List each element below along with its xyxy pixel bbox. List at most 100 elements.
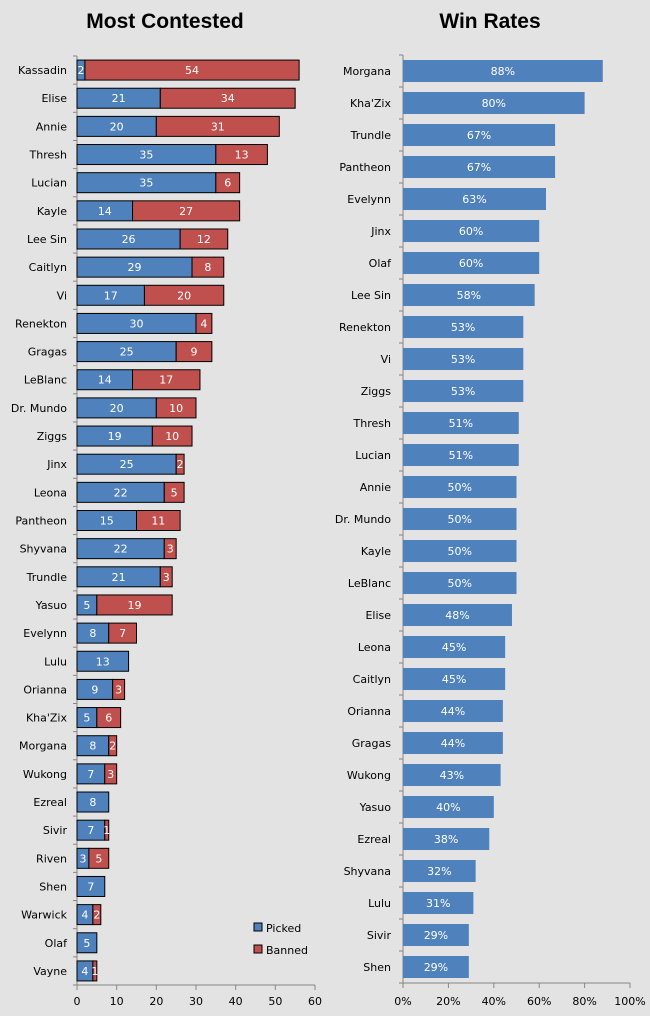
data-label: 2 xyxy=(77,64,84,77)
legend-swatch-banned xyxy=(253,944,263,954)
data-label: 31% xyxy=(426,897,450,910)
category-label: Pantheon xyxy=(339,161,391,174)
data-label: 29% xyxy=(424,929,448,942)
x-tick-label: 20 xyxy=(149,995,163,1008)
legend-label-banned: Banned xyxy=(266,944,308,957)
category-label: Ziggs xyxy=(37,430,68,443)
x-tick-label: 0 xyxy=(74,995,81,1008)
bar-banned xyxy=(108,622,137,644)
category-label: LeBlanc xyxy=(348,577,391,590)
bar-win-rate xyxy=(403,572,517,594)
bar-win-rate xyxy=(403,476,517,498)
bar-win-rate xyxy=(403,540,517,562)
category-label: Gragas xyxy=(352,737,392,750)
data-label: 1 xyxy=(103,824,110,837)
data-label: 58% xyxy=(457,289,481,302)
category-label: Lucian xyxy=(355,449,391,462)
bar-win-rate xyxy=(403,956,469,978)
bar-win-rate xyxy=(403,92,585,114)
category-label: Annie xyxy=(360,481,392,494)
data-label: 53% xyxy=(451,385,475,398)
data-label: 19 xyxy=(128,599,142,612)
data-label: 14 xyxy=(98,205,112,218)
category-label: Warwick xyxy=(21,909,68,922)
bar-banned xyxy=(191,256,225,278)
bar-win-rate xyxy=(403,732,503,754)
data-label: 51% xyxy=(449,417,473,430)
category-label: Renekton xyxy=(339,321,391,334)
bar-banned xyxy=(159,87,296,109)
data-label: 31 xyxy=(211,120,225,133)
bar-banned xyxy=(88,847,110,869)
data-label: 5 xyxy=(83,712,90,725)
data-label: 22 xyxy=(114,543,128,556)
x-tick-label: 10 xyxy=(110,995,124,1008)
category-label: Orianna xyxy=(347,705,391,718)
data-label: 60% xyxy=(459,225,483,238)
bar-banned xyxy=(104,819,110,841)
data-label: 40% xyxy=(436,801,460,814)
category-label: Evelynn xyxy=(23,627,67,640)
category-label: Lee Sin xyxy=(27,233,67,246)
category-label: Kha'Zix xyxy=(26,712,68,725)
category-label: Gragas xyxy=(28,346,68,359)
data-label: 20 xyxy=(177,289,191,302)
category-label: Morgana xyxy=(343,65,391,78)
data-label: 22 xyxy=(114,486,128,499)
data-label: 44% xyxy=(441,705,465,718)
category-label: Trundle xyxy=(26,571,68,584)
data-label: 2 xyxy=(109,740,116,753)
data-label: 63% xyxy=(462,193,486,206)
bar-banned xyxy=(136,510,181,531)
data-label: 20 xyxy=(110,402,124,415)
bar-banned xyxy=(92,960,98,982)
bar-win-rate xyxy=(403,284,535,306)
bar-win-rate xyxy=(403,188,547,210)
bar-banned xyxy=(151,425,193,447)
bar-banned xyxy=(96,707,122,729)
category-label: Shen xyxy=(39,880,67,893)
data-label: 51% xyxy=(449,449,473,462)
bar-banned xyxy=(112,678,126,700)
data-label: 50% xyxy=(448,545,472,558)
bar-banned xyxy=(96,594,173,616)
data-label: 13 xyxy=(235,149,249,162)
bar-win-rate xyxy=(403,252,540,274)
category-label: Vi xyxy=(57,289,67,302)
category-label: Kayle xyxy=(361,545,391,558)
category-label: Lee Sin xyxy=(351,289,391,302)
chart-title-win-rates: Win Rates xyxy=(439,10,541,33)
x-tick-label: 40 xyxy=(229,995,243,1008)
category-label: Annie xyxy=(36,120,68,133)
category-label: Leona xyxy=(358,641,391,654)
bar-picked xyxy=(76,932,98,954)
bar-banned xyxy=(84,59,300,81)
bar-banned xyxy=(104,763,118,785)
bar-banned xyxy=(132,200,241,222)
bar-banned xyxy=(143,284,225,306)
legend-label-picked: Picked xyxy=(266,922,301,935)
bar-win-rate xyxy=(403,508,517,530)
data-label: 50% xyxy=(448,481,472,494)
data-label: 9 xyxy=(191,346,198,359)
data-label: 25 xyxy=(120,346,134,359)
category-label: Leona xyxy=(34,486,67,499)
data-label: 4 xyxy=(81,965,88,978)
category-label: Jinx xyxy=(370,225,391,238)
category-label: Olaf xyxy=(45,937,68,950)
data-label: 48% xyxy=(445,609,469,622)
data-label: 1 xyxy=(91,965,98,978)
bar-win-rate xyxy=(403,796,494,818)
x-tick-label: 20% xyxy=(436,995,460,1008)
data-label: 12 xyxy=(197,233,211,246)
data-label: 29 xyxy=(128,261,142,274)
bar-win-rate xyxy=(403,220,540,242)
category-label: Thresh xyxy=(29,149,67,162)
data-label: 17 xyxy=(159,374,173,387)
data-label: 80% xyxy=(482,97,506,110)
category-label: Caitlyn xyxy=(353,673,391,686)
bar-win-rate xyxy=(403,380,524,402)
data-label: 8 xyxy=(89,796,96,809)
data-label: 26 xyxy=(122,233,136,246)
